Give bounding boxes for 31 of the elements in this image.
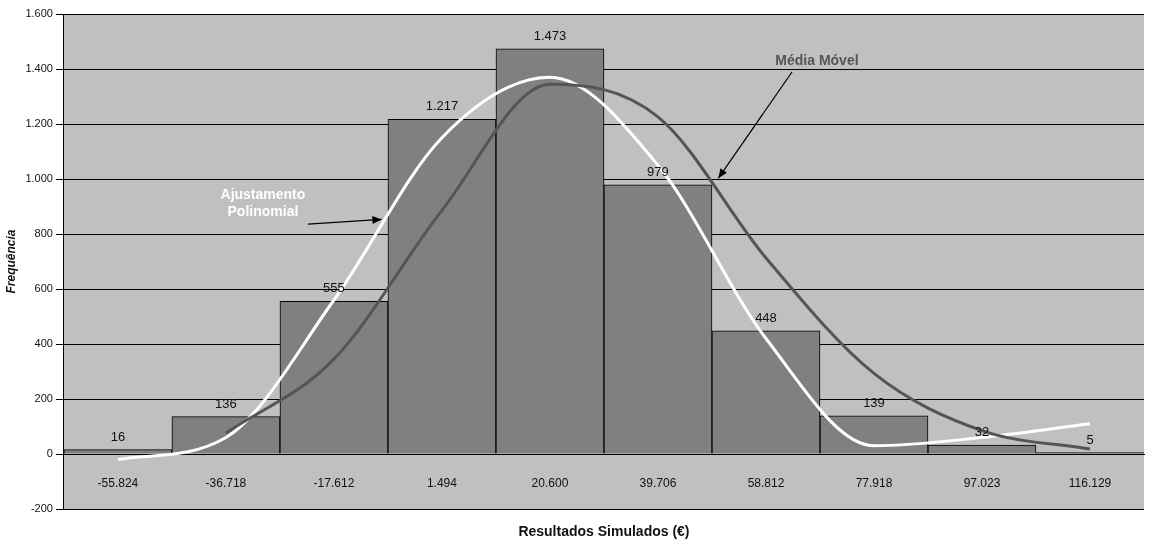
y-tick-label: 1.600 <box>25 7 53 20</box>
y-axis-title: Frequência <box>3 229 18 294</box>
text: Média Móvel <box>774 52 860 69</box>
x-tick-label: 77.918 <box>855 475 893 490</box>
y-tick-label: 0 <box>46 447 53 460</box>
data-label: 1.217 <box>425 98 459 114</box>
data-label: 448 <box>755 309 777 325</box>
y-tick-label: 1.200 <box>25 117 53 130</box>
x-tick-label: -17.612 <box>313 475 355 490</box>
x-tick-label: -55.824 <box>97 475 139 490</box>
y-tick-label: 1.000 <box>25 172 53 185</box>
x-tick-label: 39.706 <box>639 475 677 490</box>
y-tick-label: 400 <box>34 337 53 350</box>
x-tick-label: 1.494 <box>426 475 458 490</box>
x-tick-label: 116.129 <box>1068 475 1112 490</box>
y-tick-label: 1.400 <box>25 62 53 75</box>
data-label: 1.473 <box>533 27 567 43</box>
data-label: 979 <box>647 163 669 179</box>
data-label: 5 <box>1086 431 1094 447</box>
x-tick-label: 20.600 <box>531 475 569 490</box>
x-tick-label: 97.023 <box>963 475 1001 490</box>
y-tick-label: 800 <box>34 227 53 240</box>
data-label: 16 <box>110 428 126 444</box>
y-tick-label: -200 <box>30 502 53 515</box>
x-tick-label: -36.718 <box>205 475 247 490</box>
y-tick-label: 600 <box>34 282 53 295</box>
x-tick-label: 58.812 <box>747 475 785 490</box>
y-tick-label: 200 <box>34 392 53 405</box>
text: Ajustamento Polinomial <box>219 186 307 220</box>
x-axis-title: Resultados Simulados (€) <box>517 523 691 539</box>
data-label: 136 <box>215 395 237 411</box>
